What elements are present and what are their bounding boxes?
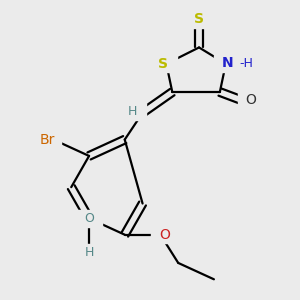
Text: H: H — [84, 246, 94, 259]
Bar — [226, 55, 253, 71]
Text: -H: -H — [239, 57, 253, 70]
Text: S: S — [194, 12, 204, 26]
Bar — [238, 92, 264, 108]
Text: N: N — [221, 56, 233, 70]
Bar — [186, 11, 212, 28]
Bar — [76, 244, 102, 261]
Text: Br: Br — [40, 133, 55, 147]
Text: H: H — [128, 105, 137, 118]
Text: S: S — [158, 57, 168, 71]
Bar — [214, 55, 241, 71]
Bar — [150, 56, 177, 72]
Text: O: O — [159, 228, 170, 242]
Bar — [34, 131, 61, 148]
Bar — [151, 226, 178, 243]
Text: O: O — [246, 93, 256, 107]
Text: O: O — [84, 212, 94, 225]
Bar — [119, 103, 146, 120]
Bar — [76, 210, 102, 227]
